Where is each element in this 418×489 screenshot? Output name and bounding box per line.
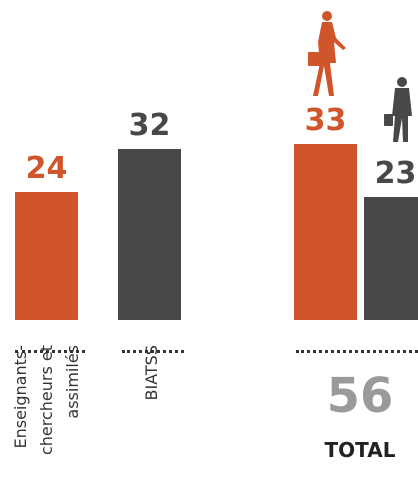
value-label: 24 bbox=[25, 151, 68, 186]
total-value: 56 bbox=[326, 368, 394, 424]
category-label: BIATSS bbox=[142, 345, 161, 401]
woman-icon bbox=[308, 11, 346, 96]
man-icon bbox=[384, 77, 412, 142]
bar bbox=[15, 192, 78, 320]
separator bbox=[296, 350, 418, 353]
category-label: Enseignants-chercheurs et assimilés bbox=[11, 345, 82, 456]
total-label: TOTAL bbox=[324, 438, 396, 462]
bar bbox=[118, 149, 181, 320]
value-label: 23 bbox=[374, 156, 417, 192]
bar bbox=[294, 144, 357, 320]
bar bbox=[364, 197, 418, 320]
separator bbox=[15, 350, 85, 353]
value-label: 32 bbox=[128, 108, 171, 144]
separator bbox=[122, 350, 184, 353]
value-label: 33 bbox=[304, 103, 347, 138]
